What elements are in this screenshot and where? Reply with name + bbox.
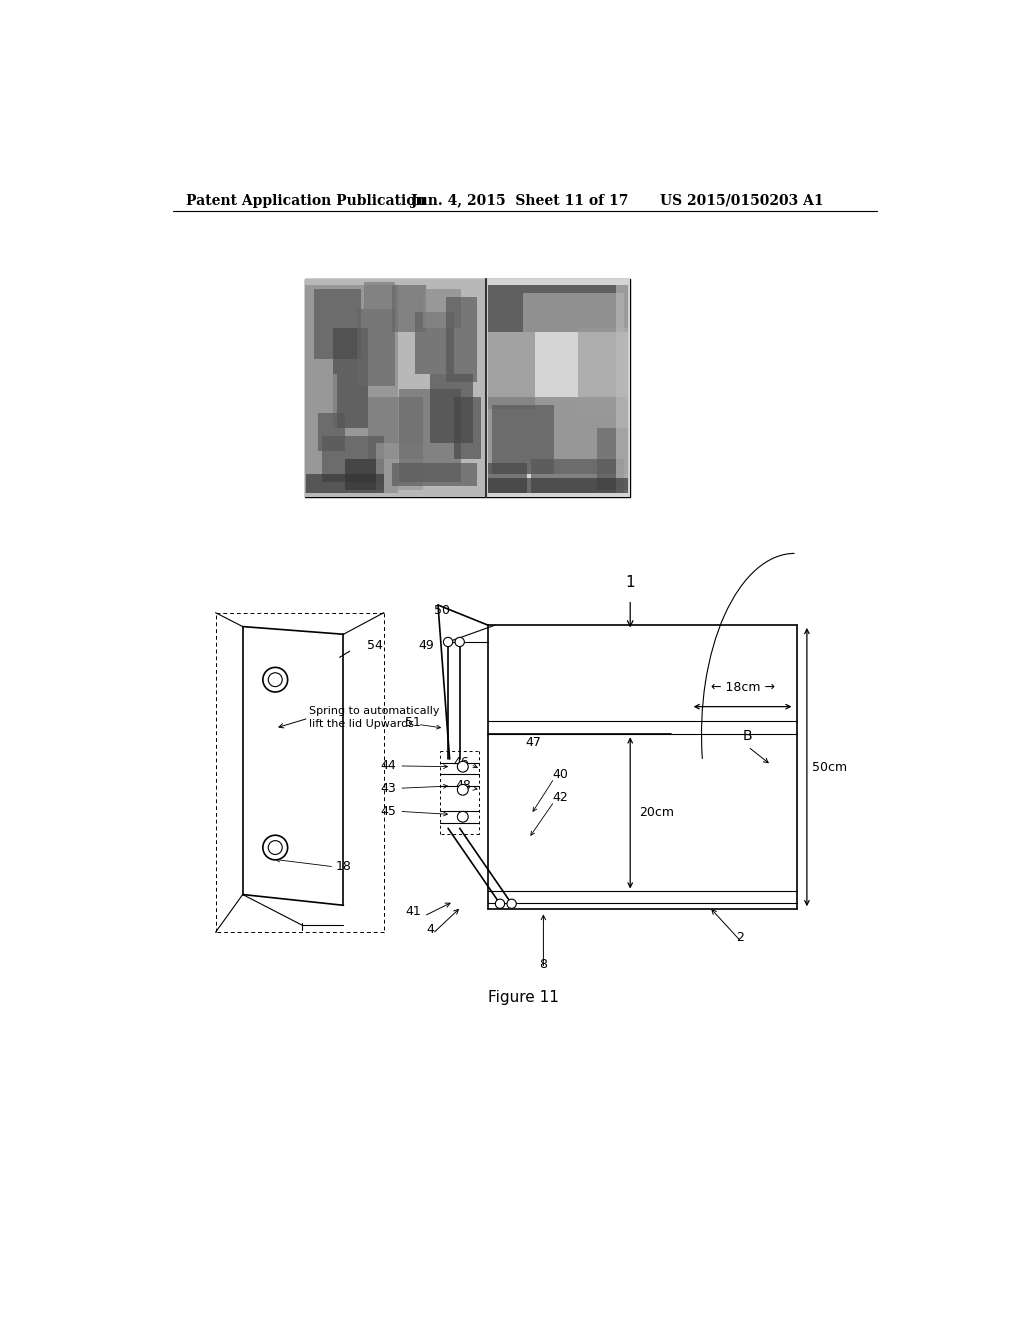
Bar bbox=[488, 462, 527, 494]
Text: 54: 54 bbox=[367, 639, 383, 652]
Text: 45: 45 bbox=[380, 805, 396, 818]
Text: 50cm: 50cm bbox=[812, 760, 847, 774]
Text: Patent Application Publication: Patent Application Publication bbox=[186, 194, 426, 207]
Text: US 2015/0150203 A1: US 2015/0150203 A1 bbox=[659, 194, 823, 207]
Circle shape bbox=[268, 841, 283, 854]
Bar bbox=[415, 313, 454, 374]
Bar bbox=[305, 285, 397, 494]
Text: 18: 18 bbox=[336, 861, 351, 874]
Circle shape bbox=[263, 668, 288, 692]
Text: 51: 51 bbox=[406, 715, 421, 729]
Bar bbox=[488, 285, 628, 331]
Text: 47: 47 bbox=[525, 735, 542, 748]
Bar bbox=[488, 331, 535, 409]
Text: 43: 43 bbox=[380, 781, 396, 795]
Bar bbox=[430, 374, 473, 444]
Text: 8: 8 bbox=[540, 958, 548, 970]
Bar bbox=[391, 285, 426, 331]
Bar bbox=[597, 428, 628, 490]
Text: 42: 42 bbox=[553, 791, 568, 804]
Bar bbox=[369, 397, 423, 459]
Text: 48: 48 bbox=[456, 779, 471, 792]
Bar bbox=[454, 397, 480, 459]
Bar bbox=[423, 289, 461, 327]
Text: 49: 49 bbox=[419, 639, 434, 652]
Bar bbox=[365, 281, 395, 321]
Bar bbox=[322, 436, 384, 482]
Text: 46: 46 bbox=[454, 756, 469, 770]
Circle shape bbox=[507, 899, 516, 908]
Bar bbox=[306, 374, 337, 428]
Bar bbox=[486, 280, 630, 498]
Bar bbox=[345, 459, 384, 490]
Text: 50: 50 bbox=[434, 603, 451, 616]
Bar bbox=[493, 405, 554, 474]
Bar bbox=[488, 478, 628, 494]
Bar bbox=[334, 327, 369, 428]
Text: ← 18cm →: ← 18cm → bbox=[711, 681, 774, 694]
Text: 41: 41 bbox=[406, 906, 421, 919]
Text: 40: 40 bbox=[553, 768, 568, 781]
Bar bbox=[305, 280, 485, 498]
Bar bbox=[523, 293, 624, 331]
Circle shape bbox=[443, 638, 453, 647]
Text: 2: 2 bbox=[736, 931, 744, 944]
Text: Figure 11: Figure 11 bbox=[487, 990, 559, 1006]
Circle shape bbox=[458, 812, 468, 822]
Bar bbox=[356, 309, 395, 385]
Bar bbox=[399, 389, 461, 482]
Bar bbox=[531, 459, 624, 494]
Circle shape bbox=[455, 638, 464, 647]
Bar bbox=[616, 285, 628, 494]
Circle shape bbox=[263, 836, 288, 859]
Bar bbox=[445, 297, 477, 381]
Text: B: B bbox=[742, 729, 753, 743]
Bar bbox=[376, 444, 423, 490]
Text: Jun. 4, 2015  Sheet 11 of 17: Jun. 4, 2015 Sheet 11 of 17 bbox=[411, 194, 629, 207]
Bar bbox=[306, 474, 384, 494]
Circle shape bbox=[458, 784, 468, 795]
Circle shape bbox=[458, 762, 468, 772]
Bar bbox=[391, 462, 477, 486]
Bar bbox=[578, 327, 628, 420]
Text: 4: 4 bbox=[426, 923, 434, 936]
Circle shape bbox=[268, 673, 283, 686]
Bar bbox=[488, 397, 628, 474]
Bar bbox=[305, 280, 630, 498]
Text: 20cm: 20cm bbox=[640, 807, 675, 820]
Text: 44: 44 bbox=[380, 759, 396, 772]
Bar bbox=[314, 289, 360, 359]
Text: Spring to automatically
lift the lid Upwards: Spring to automatically lift the lid Upw… bbox=[308, 706, 439, 729]
Text: 1: 1 bbox=[626, 576, 635, 590]
Circle shape bbox=[496, 899, 505, 908]
Bar bbox=[317, 412, 345, 451]
